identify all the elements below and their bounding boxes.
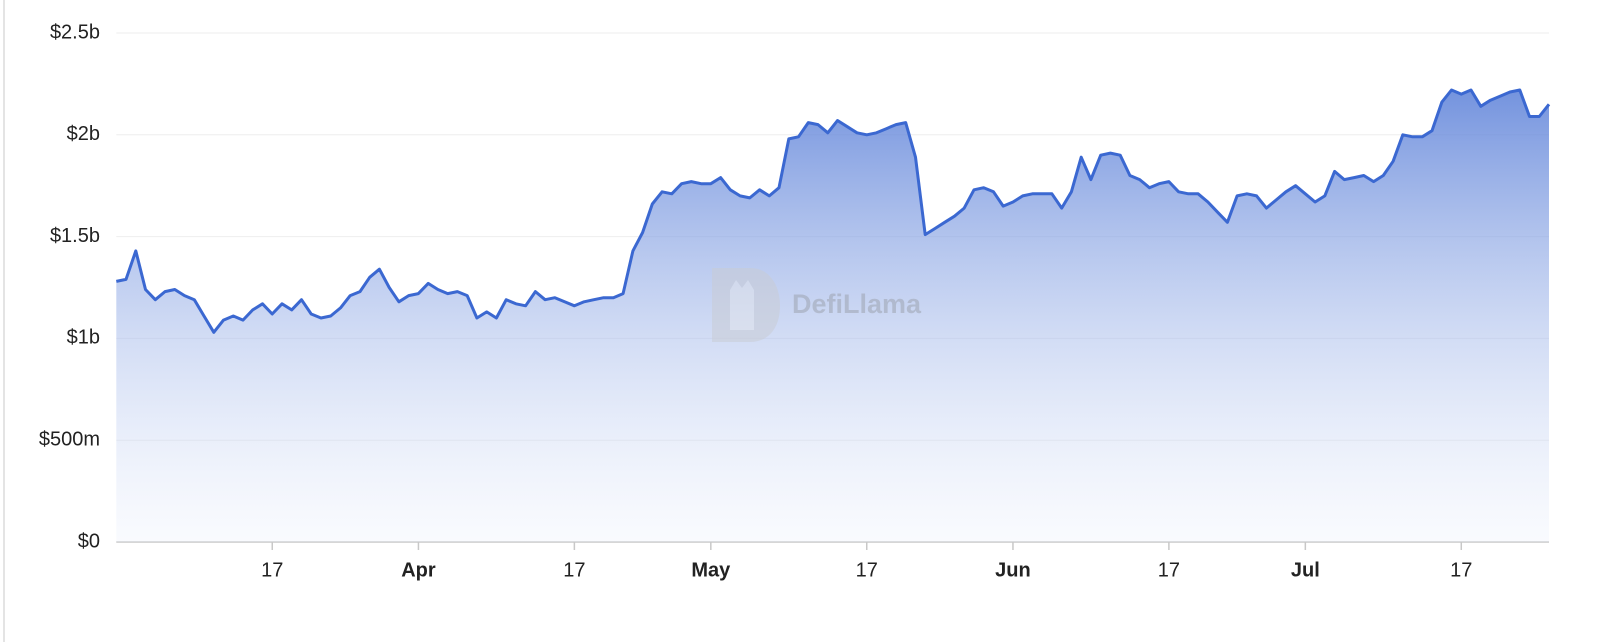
y-tick-label: $2b [67, 123, 100, 145]
x-tick-label: Jun [995, 559, 1031, 581]
x-tick-label: Apr [401, 559, 436, 581]
watermark-text: DefiLlama [792, 289, 922, 319]
x-tick-label: 17 [563, 559, 585, 581]
line [115, 88, 1551, 334]
y-tick-label: $0 [78, 530, 100, 552]
y-tick-label: $2.5b [50, 21, 100, 43]
plot: $0 $500m $1b $1.5b $2b $2.5b 17 Apr 17 May 17 Jun 17… [39, 21, 1551, 581]
x-tick-label: 17 [1158, 559, 1180, 581]
x-tick-label: 17 [261, 559, 283, 581]
watermark: DefiLlama [712, 268, 922, 342]
x-tick-label: May [691, 559, 731, 581]
x-tick-label: 17 [1450, 559, 1472, 581]
x-tick-label: 17 [856, 559, 878, 581]
watermark-llama [730, 280, 754, 330]
area-fill [116, 90, 1549, 542]
y-tick-label: $1b [67, 327, 100, 349]
y-tick-label: $500m [39, 428, 100, 450]
x-tick-label: Jul [1291, 559, 1320, 581]
y-tick-label: $1.5b [50, 225, 100, 247]
